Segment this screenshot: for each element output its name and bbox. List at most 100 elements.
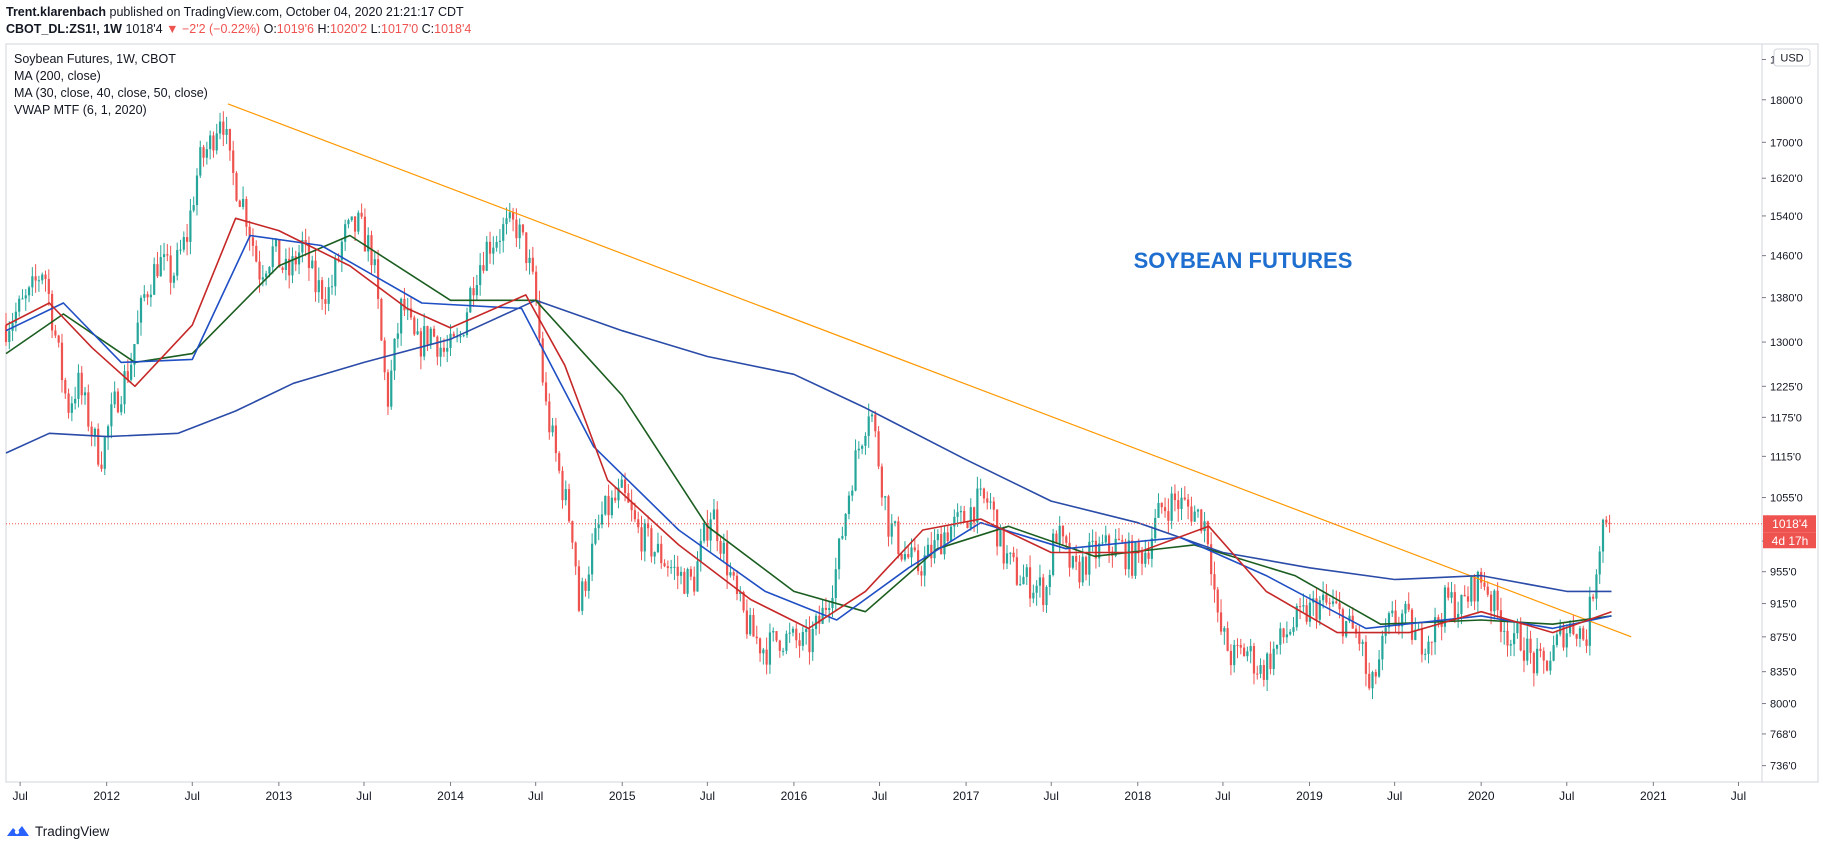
candle-body-up [1005,553,1009,564]
currency-badge[interactable] [1773,48,1811,67]
candle-body-down [758,638,762,654]
candle-body-down [544,382,548,402]
candle-body-up [1081,556,1084,583]
candle-body-up [37,280,41,282]
time-axis-ticks[interactable]: Jul 2012 Jul 2013 Jul 2014 Jul 2015 Jul 2016 Jul 20… [12,782,1746,803]
candle-body-down [1078,561,1081,583]
candle-body-up [656,543,660,553]
legend-ma-ribbon[interactable]: MA (30, close, 40, close, 50, close) [14,86,208,100]
candle-body-up [1565,633,1568,648]
candle-body-down [1605,519,1608,523]
candle-body-down [54,330,57,336]
candle-body-down [1397,625,1400,627]
candle-body-up [834,569,837,598]
y-tick-label: 1460'0 [1770,251,1803,263]
candle-body-down [1480,571,1483,583]
candle-body-down [1107,535,1111,552]
candle-body-up [936,534,939,541]
candle-body-down [630,502,633,511]
candle-body-down [1453,592,1456,620]
candle-body-up [696,561,699,592]
candle-body-up [1552,645,1555,661]
candle-body-down [666,566,669,569]
candle-body-up [505,218,508,225]
candle-body-down [245,198,248,227]
candle-body-up [1414,629,1417,640]
candle-body-down [156,264,159,277]
candle-body-up [1377,659,1381,677]
tradingview-brand[interactable]: TradingView [6,821,109,841]
candle-body-down [1068,542,1071,568]
x-tick-label: 2012 [93,789,120,803]
candle-body-up [103,437,106,469]
legend-ma200[interactable]: MA (200, close) [14,69,101,83]
candle-body-up [1022,576,1025,585]
x-tick-label: 2013 [265,789,292,803]
x-tick-label: Jul [1559,789,1574,803]
candle-body-up [93,428,97,436]
x-tick-label: 2016 [781,789,808,803]
candle-body-up [209,135,212,150]
candle-body-down [232,150,235,174]
candle-body-up [729,572,732,576]
chart-annotation[interactable]: SOYBEAN FUTURES [1134,248,1353,273]
candle-body-up [446,347,449,352]
candle-body-up [1071,556,1074,568]
candle-body-up [1476,571,1479,602]
candle-body-up [1180,497,1183,509]
candle-body-up [1193,511,1196,522]
candle-body-down [1562,625,1565,648]
candle-body-up [301,239,304,253]
legend-vwap[interactable]: VWAP MTF (6, 1, 2020) [14,103,147,117]
candle-body-up [271,246,274,268]
price-chart[interactable]: 1900'01800'01700'01620'01540'01460'01380… [0,0,1823,820]
candle-body-up [334,258,337,287]
y-tick-label: 1540'0 [1770,211,1803,223]
legend-symbol[interactable]: Soybean Futures, 1W, CBOT [14,52,176,66]
candle-body-down [1121,540,1124,542]
candle-body-down [874,414,877,432]
candle-body-down [660,543,663,564]
author-name[interactable]: Trent.klarenbach [6,5,107,19]
candle-body-up [475,285,478,296]
candle-body-up [1259,665,1262,674]
candle-body-up [828,608,831,611]
candle-body-down [419,331,422,357]
candle-body-up [679,571,683,576]
candle-body-up [712,509,716,520]
candle-body-down [1585,639,1588,646]
symbol-label[interactable]: CBOT_DL:ZS1!, 1W [6,22,122,36]
y-tick-label: 736'0 [1770,761,1797,773]
candle-body-up [1032,592,1035,599]
low-value: 1017'0 [381,22,419,36]
candle-body-down [324,299,327,304]
candle-body-down [212,135,215,151]
candle-body-down [900,554,903,560]
candle-body-down [442,347,446,352]
candle-body-down [1368,673,1371,689]
candle-body-up [844,514,847,537]
candle-body-down [4,325,8,343]
candle-body-up [423,326,426,357]
candle-body-up [620,479,623,488]
candle-body-down [50,293,54,331]
candle-body-down [386,372,390,407]
candle-body-down [380,298,383,341]
candle-body-down [775,631,778,641]
x-tick-label: 2015 [609,789,636,803]
ma30-line [5,217,1612,634]
candle-body-down [627,493,630,503]
currency-label: USD [1780,53,1803,65]
candle-body-down [719,541,722,554]
candle-body-up [1384,627,1387,636]
candle-body-down [1140,550,1144,564]
candle-body-down [663,563,666,567]
candle-body-up [670,567,673,569]
candle-body-down [436,336,439,357]
candle-body-down [222,121,225,135]
candle-body-down [166,254,169,256]
symbol-ohlc-bar: CBOT_DL:ZS1!, 1W 1018'4 ▼ −2'2 (−0.22%) … [6,21,471,37]
x-tick-label: 2017 [953,789,980,803]
candle-body-down [1532,652,1535,674]
x-tick-label: Jul [1044,789,1059,803]
